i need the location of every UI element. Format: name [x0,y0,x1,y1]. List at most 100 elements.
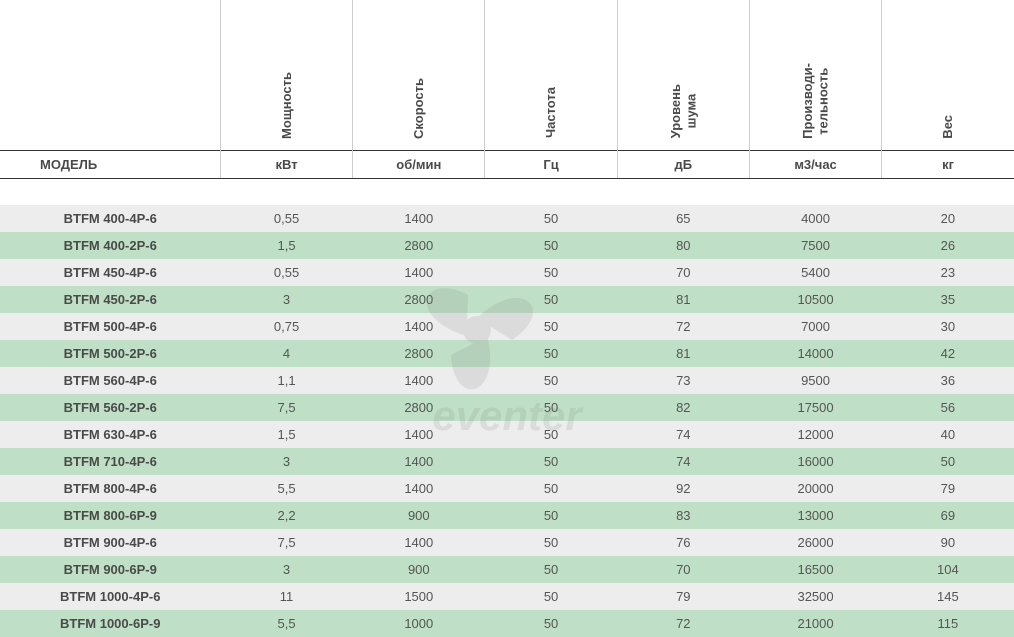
cell-airflow: 32500 [749,583,881,610]
cell-model: BTFM 900-6P-9 [0,556,220,583]
cell-airflow: 12000 [749,421,881,448]
cell-weight: 36 [882,367,1014,394]
header-weight: Вес [882,0,1014,150]
cell-speed: 1400 [353,529,485,556]
cell-airflow: 7000 [749,313,881,340]
cell-noise: 70 [617,259,749,286]
cell-frequency: 50 [485,313,617,340]
table-row: BTFM 400-2P-61,528005080750026 [0,232,1014,259]
cell-noise: 73 [617,367,749,394]
cell-frequency: 50 [485,448,617,475]
cell-power: 0,55 [220,205,352,232]
cell-weight: 90 [882,529,1014,556]
header-airflow: Производи-тельность [749,0,881,150]
cell-frequency: 50 [485,529,617,556]
header-units-row: МОДЕЛЬ кВт об/мин Гц дБ м3/час кг [0,150,1014,178]
cell-speed: 2800 [353,286,485,313]
cell-weight: 42 [882,340,1014,367]
cell-speed: 2800 [353,394,485,421]
header-noise: Уровеньшума [617,0,749,150]
spec-table-container: Мощность Скорость Частота Уровеньшума Пр… [0,0,1014,637]
cell-noise: 76 [617,529,749,556]
cell-noise: 79 [617,583,749,610]
cell-model: BTFM 500-2P-6 [0,340,220,367]
cell-noise: 92 [617,475,749,502]
cell-speed: 1400 [353,313,485,340]
cell-airflow: 20000 [749,475,881,502]
cell-power: 7,5 [220,394,352,421]
cell-noise: 65 [617,205,749,232]
table-body: BTFM 400-4P-60,5514005065400020BTFM 400-… [0,178,1014,637]
cell-speed: 1500 [353,583,485,610]
cell-model: BTFM 1000-6P-9 [0,610,220,637]
cell-noise: 74 [617,448,749,475]
table-row: BTFM 710-4P-63140050741600050 [0,448,1014,475]
cell-frequency: 50 [485,259,617,286]
cell-weight: 20 [882,205,1014,232]
cell-speed: 1400 [353,367,485,394]
cell-model: BTFM 800-6P-9 [0,502,220,529]
unit-noise: дБ [617,150,749,178]
cell-noise: 82 [617,394,749,421]
table-header: Мощность Скорость Частота Уровеньшума Пр… [0,0,1014,178]
cell-airflow: 7500 [749,232,881,259]
cell-model: BTFM 560-4P-6 [0,367,220,394]
cell-airflow [749,178,881,205]
cell-frequency: 50 [485,286,617,313]
cell-airflow: 16000 [749,448,881,475]
table-row [0,178,1014,205]
table-row: BTFM 560-2P-67,5280050821750056 [0,394,1014,421]
cell-weight: 40 [882,421,1014,448]
cell-noise: 72 [617,313,749,340]
cell-speed: 2800 [353,340,485,367]
unit-frequency: Гц [485,150,617,178]
cell-frequency [485,178,617,205]
cell-model: BTFM 450-4P-6 [0,259,220,286]
cell-power: 1,5 [220,421,352,448]
cell-airflow: 14000 [749,340,881,367]
cell-airflow: 5400 [749,259,881,286]
header-model [0,0,220,150]
cell-power: 3 [220,556,352,583]
unit-power: кВт [220,150,352,178]
cell-weight: 56 [882,394,1014,421]
cell-weight: 50 [882,448,1014,475]
cell-airflow: 16500 [749,556,881,583]
cell-speed: 900 [353,556,485,583]
cell-power: 1,1 [220,367,352,394]
cell-frequency: 50 [485,340,617,367]
table-row: BTFM 450-4P-60,5514005070540023 [0,259,1014,286]
header-labels-row: Мощность Скорость Частота Уровеньшума Пр… [0,0,1014,150]
cell-frequency: 50 [485,583,617,610]
unit-model: МОДЕЛЬ [0,150,220,178]
cell-weight [882,178,1014,205]
cell-frequency: 50 [485,502,617,529]
cell-speed [353,178,485,205]
table-row: BTFM 1000-4P-6111500507932500145 [0,583,1014,610]
cell-frequency: 50 [485,394,617,421]
cell-weight: 26 [882,232,1014,259]
cell-airflow: 21000 [749,610,881,637]
cell-model: BTFM 710-4P-6 [0,448,220,475]
cell-power: 3 [220,286,352,313]
cell-model: BTFM 450-2P-6 [0,286,220,313]
table-row: BTFM 900-4P-67,5140050762600090 [0,529,1014,556]
cell-airflow: 13000 [749,502,881,529]
cell-speed: 1400 [353,205,485,232]
cell-speed: 1400 [353,448,485,475]
cell-model: BTFM 400-2P-6 [0,232,220,259]
cell-frequency: 50 [485,232,617,259]
table-row: BTFM 500-4P-60,7514005072700030 [0,313,1014,340]
cell-power: 2,2 [220,502,352,529]
header-frequency-label: Частота [543,83,559,138]
cell-speed: 1400 [353,259,485,286]
cell-power: 4 [220,340,352,367]
table-row: BTFM 1000-6P-95,51000507221000115 [0,610,1014,637]
cell-weight: 79 [882,475,1014,502]
cell-noise: 81 [617,340,749,367]
cell-frequency: 50 [485,610,617,637]
header-airflow-label: Производи-тельность [800,59,831,139]
header-speed: Скорость [353,0,485,150]
cell-model: BTFM 1000-4P-6 [0,583,220,610]
cell-airflow: 26000 [749,529,881,556]
